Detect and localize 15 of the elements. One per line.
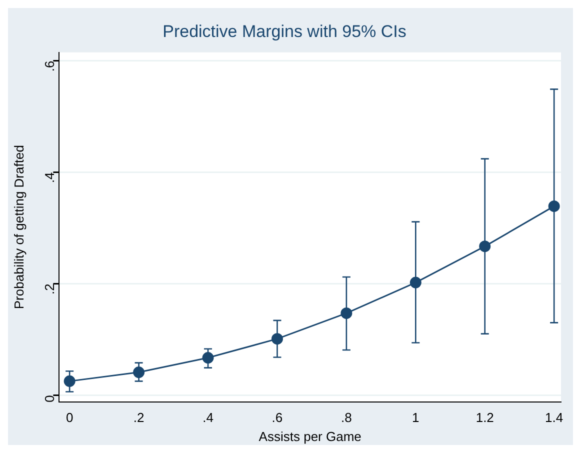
y-tick-label: .6: [42, 60, 57, 72]
x-tick-label: .2: [133, 410, 144, 426]
x-tick-label: 1.4: [545, 410, 564, 426]
x-tick-label: 1.2: [476, 410, 494, 426]
y-tick-label: 0: [42, 395, 57, 402]
y-tick-label: .2: [42, 284, 57, 295]
x-axis-title: Assists per Game: [258, 428, 362, 444]
chart-title: Predictive Margins with 95% CIs: [162, 22, 406, 41]
y-tick-label: .4: [42, 172, 57, 184]
x-tick-label: 1: [412, 410, 420, 426]
x-tick-label: .6: [272, 410, 283, 426]
x-tick-label: 0: [66, 410, 74, 426]
y-axis-title: Probability of getting Drafted: [11, 145, 26, 310]
x-tick-label: .4: [202, 410, 214, 426]
x-tick-label: .8: [341, 410, 352, 426]
